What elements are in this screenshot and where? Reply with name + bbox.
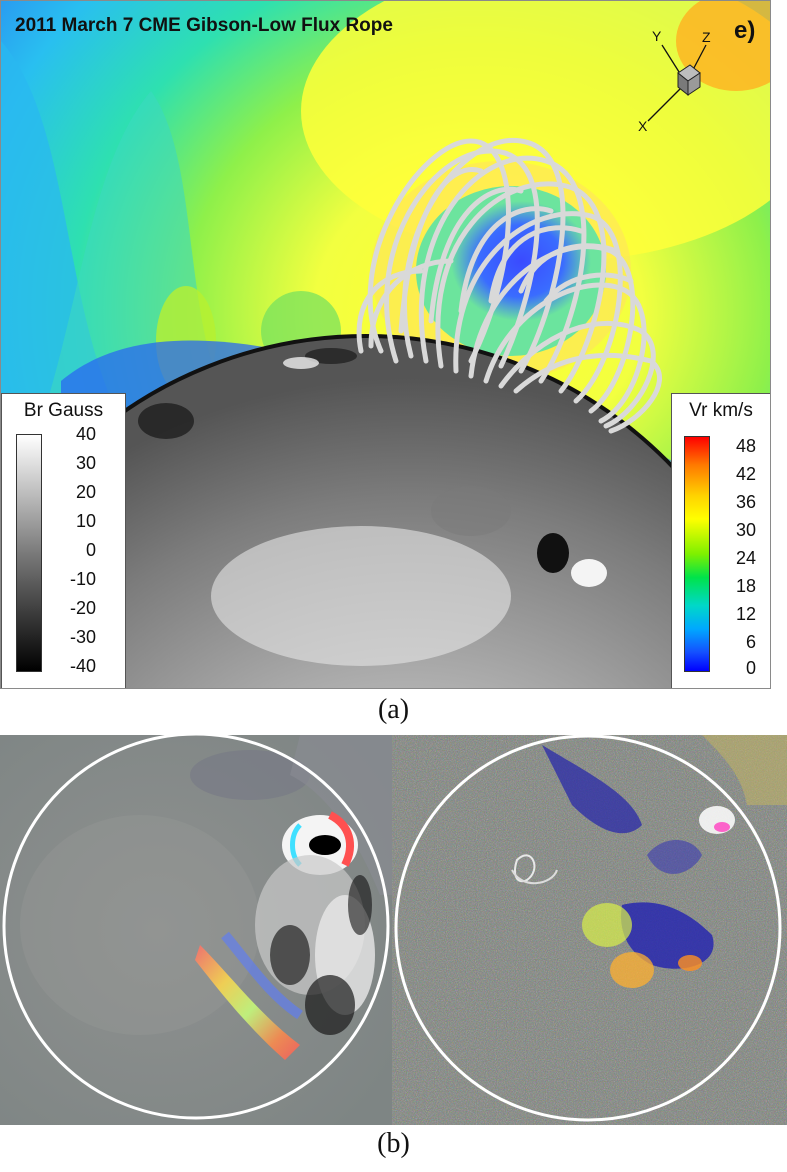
model-difference-image (0, 735, 392, 1125)
vr-tick: 6 (745, 632, 756, 652)
br-tick: -10 (69, 569, 96, 589)
br-tick: 20 (75, 482, 96, 502)
observed-difference-image (392, 735, 787, 1125)
vr-tick: 0 (745, 658, 756, 678)
br-legend-title: Br Gauss (23, 400, 104, 421)
difference-images-panel (0, 735, 787, 1125)
br-tick: -30 (69, 627, 96, 647)
vr-legend-title: Vr km/s (689, 400, 753, 421)
br-tick: 0 (85, 540, 96, 560)
axis-x-label: X (638, 118, 648, 134)
velocity-field-image (1, 1, 770, 688)
vr-tick: 48 (735, 436, 756, 456)
vr-tick: 18 (735, 576, 756, 596)
axis-y-label: Y (652, 28, 662, 44)
vr-colorbar-legend: Vr km/s 48 42 36 30 24 18 12 6 0 (671, 393, 770, 688)
br-tick: -20 (69, 598, 96, 618)
simulation-panel: 2011 March 7 CME Gibson-Low Flux Rope e)… (0, 0, 771, 689)
br-tick: 10 (75, 511, 96, 531)
flux-rope-lines (356, 137, 662, 434)
axis-z-label: Z (702, 29, 711, 45)
axes-orientation-icon: Y Z X (638, 28, 711, 134)
br-colorbar (16, 434, 42, 672)
vr-tick: 30 (735, 520, 756, 540)
br-tick: 30 (75, 453, 96, 473)
caption-a: (a) (377, 694, 410, 725)
br-tick: 40 (75, 424, 96, 444)
solar-limb-circle (394, 735, 782, 1122)
caption-b: (b) (377, 1128, 410, 1159)
figure-title: 2011 March 7 CME Gibson-Low Flux Rope (15, 15, 393, 36)
vr-tick: 36 (735, 492, 756, 512)
vr-tick: 24 (735, 548, 756, 568)
panel-label: e) (734, 17, 756, 44)
br-tick: -40 (69, 656, 96, 676)
br-colorbar-legend: Br Gauss 40 30 20 10 0 -10 -20 -30 -40 (1, 393, 126, 688)
vr-tick: 12 (735, 604, 756, 624)
vr-colorbar (684, 436, 710, 672)
vr-tick: 42 (735, 464, 756, 484)
solar-limb-circle (2, 735, 390, 1120)
